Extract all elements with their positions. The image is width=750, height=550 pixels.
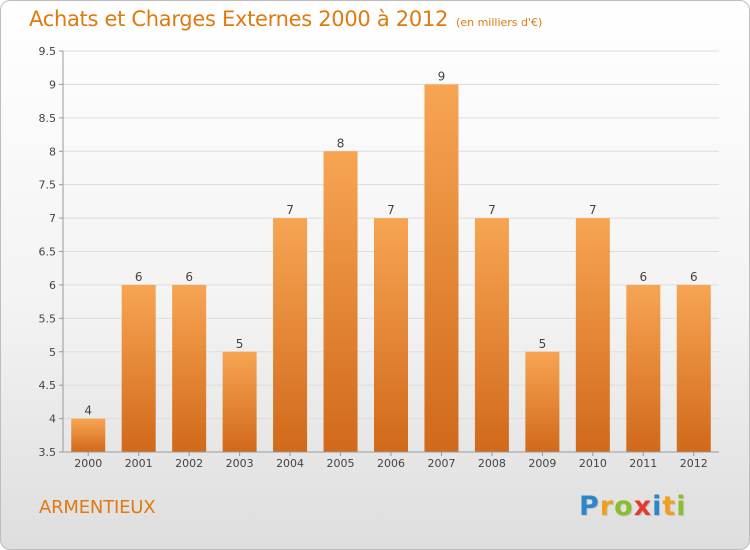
x-tick-label: 2010 [579, 457, 607, 470]
data-label: 9 [438, 69, 446, 83]
data-label: 6 [185, 270, 193, 284]
x-tick-label: 2003 [226, 457, 254, 470]
data-label: 7 [488, 203, 496, 217]
bar-2012 [676, 284, 711, 452]
bar-2004 [273, 218, 308, 452]
y-tick-label: 5 [49, 346, 56, 359]
data-label: 6 [135, 270, 143, 284]
bar-2007 [424, 84, 459, 453]
bar-2009 [525, 351, 560, 452]
bar-2010 [575, 218, 610, 452]
bar-2001 [121, 284, 156, 452]
x-tick-label: 2004 [276, 457, 304, 470]
y-tick-label: 3.5 [39, 446, 57, 459]
chart-title-text: Achats et Charges Externes 2000 à 2012 [29, 7, 449, 31]
x-tick-label: 2007 [427, 457, 455, 470]
data-label: 5 [539, 337, 547, 351]
logo-letter: o [614, 491, 634, 522]
x-tick-label: 2012 [680, 457, 708, 470]
bars: 4 6 6 5 7 8 7 9 7 5 7 6 6 [71, 69, 711, 453]
y-tick-label: 9 [49, 78, 56, 91]
bar-2003 [222, 351, 257, 452]
chart-unit-text: (en milliers d'€) [456, 16, 543, 29]
bar-2008 [474, 218, 509, 452]
x-tick-label: 2006 [377, 457, 405, 470]
y-tick-label: 4.5 [39, 379, 57, 392]
x-tick-label: 2005 [327, 457, 355, 470]
data-label: 5 [236, 337, 244, 351]
bar-2011 [626, 284, 661, 452]
data-label: 6 [690, 270, 698, 284]
logo-letter: P [579, 491, 600, 522]
y-tick-label: 7 [49, 212, 56, 225]
logo-letter: i [652, 491, 663, 522]
x-tick-label: 2009 [528, 457, 556, 470]
y-tick-label: 7.5 [39, 179, 57, 192]
x-tick-label: 2000 [74, 457, 102, 470]
bar-2002 [172, 284, 207, 452]
x-tick-label: 2001 [125, 457, 153, 470]
logo-letter: t [662, 491, 677, 522]
chart-title: Achats et Charges Externes 2000 à 2012 (e… [29, 7, 542, 31]
bar-2006 [374, 218, 408, 452]
y-tick-label: 5.5 [39, 312, 57, 325]
data-label: 6 [639, 270, 647, 284]
proxiti-logo: Proxiti [579, 491, 687, 522]
y-tick-label: 6.5 [39, 246, 57, 259]
data-label: 7 [589, 203, 597, 217]
commune-name: ARMENTIEUX [39, 497, 156, 518]
bar-2000 [71, 418, 106, 452]
logo-letter: i [676, 491, 687, 522]
data-label: 7 [387, 203, 395, 217]
y-tick-label: 8 [49, 145, 56, 158]
x-tick-label: 2002 [175, 457, 203, 470]
y-tick-label: 9.5 [39, 45, 57, 58]
y-tick-label: 4 [49, 413, 56, 426]
x-tick-label: 2011 [629, 457, 657, 470]
axes: 3.5 4 4.5 5 5.5 6 6.5 7 7.5 8 8.5 9 9.5 2000 2001 2002 2… [39, 45, 719, 470]
data-label: 7 [286, 203, 294, 217]
y-tick-label: 8.5 [39, 112, 57, 125]
data-label: 8 [337, 136, 345, 150]
logo-letter: x [633, 491, 653, 522]
logo-letter: r [599, 491, 615, 522]
data-label: 4 [84, 404, 92, 418]
y-tick-label: 6 [49, 279, 56, 292]
x-tick-label: 2008 [478, 457, 506, 470]
bar-2005 [323, 151, 358, 452]
